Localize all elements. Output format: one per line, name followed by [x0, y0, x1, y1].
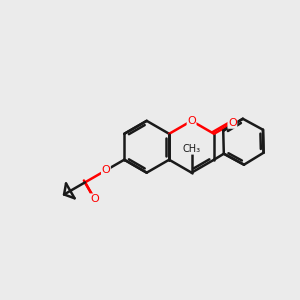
Text: O: O: [101, 165, 110, 175]
Text: O: O: [90, 194, 99, 204]
Text: O: O: [187, 116, 196, 126]
Text: O: O: [228, 118, 237, 128]
Text: CH₃: CH₃: [182, 144, 201, 154]
